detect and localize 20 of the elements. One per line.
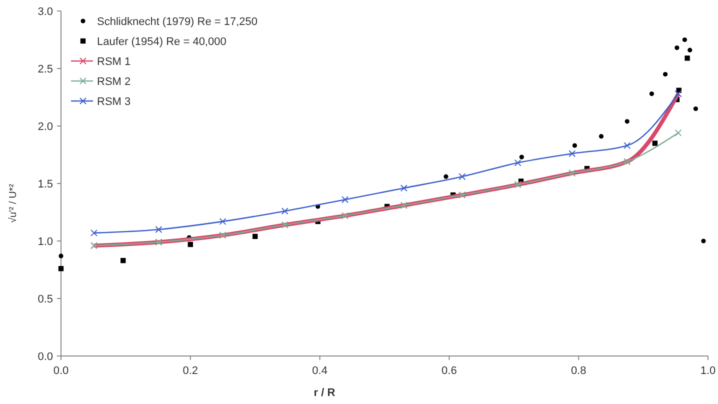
x-tick-label: 1.0 [700,365,716,377]
y-tick-label: 0.0 [38,350,53,363]
legend-label: RSM 2 [97,76,131,88]
x-axis-title: r / R [314,387,336,399]
y-tick-label: 1.0 [38,236,53,248]
x-tick-label: 0.8 [570,365,586,377]
legend-label: Laufer (1954) Re = 40,000 [97,36,226,48]
legend-label: RSM 3 [97,96,131,108]
x-tick-label: 0.0 [53,365,69,377]
y-axis-title: √u'² / U*² [8,183,19,224]
x-tick-label: 0.2 [182,365,198,377]
legend-label: RSM 1 [97,56,131,68]
y-tick-label: 2.5 [38,63,53,76]
x-tick-label: 0.6 [442,365,457,377]
y-tick-label: 0.5 [38,293,53,306]
y-tick-label: 1.5 [38,178,53,190]
legend-label: Schlidknecht (1979) Re = 17,250 [97,16,258,28]
y-tick-label: 2.0 [38,120,53,133]
x-tick-label: 0.4 [312,365,328,377]
y-tick-label: 3.0 [38,6,53,18]
